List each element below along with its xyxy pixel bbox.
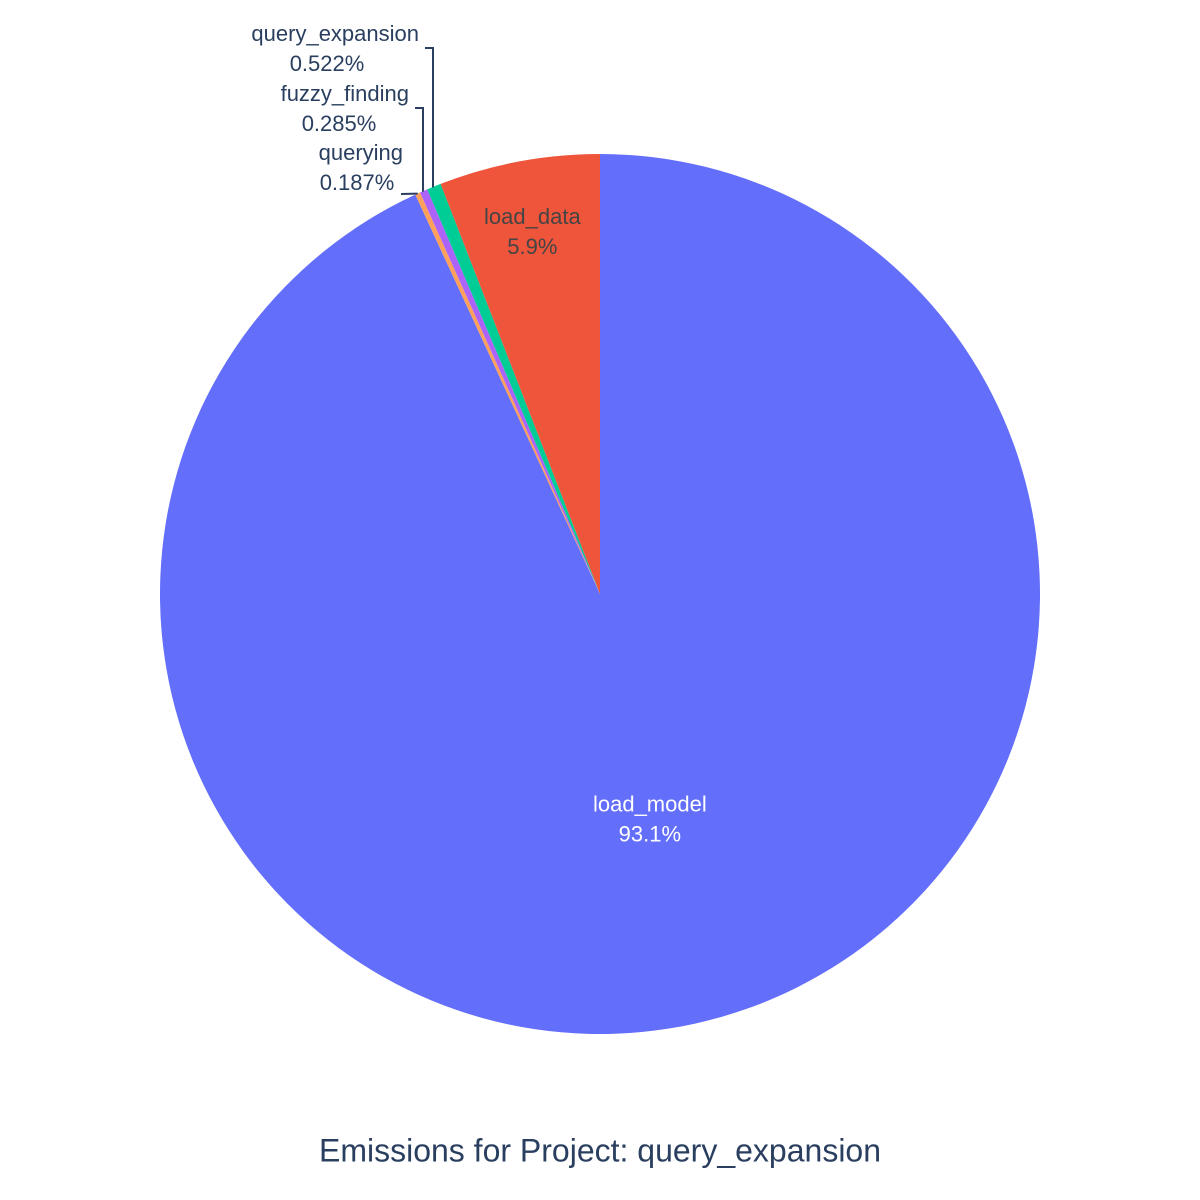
slice-label: query_expansion	[251, 21, 419, 46]
leader-line	[425, 47, 434, 188]
value-label: 93.1%	[619, 821, 681, 846]
slice-label: load_data	[484, 204, 581, 229]
slice-label: load_model	[593, 791, 707, 816]
value-label: 5.9%	[507, 234, 557, 259]
value-label: 0.187%	[320, 170, 395, 195]
pie-slice	[415, 192, 600, 594]
slice-label: querying	[319, 140, 403, 165]
pie-slice	[427, 183, 600, 594]
value-label: 0.522%	[290, 51, 365, 76]
leader-line	[415, 107, 424, 192]
pie-slice	[420, 189, 600, 595]
slice-label: fuzzy_finding	[281, 81, 409, 106]
value-label: 0.285%	[302, 111, 377, 136]
pie-slice	[440, 154, 600, 594]
chart-title: Emissions for Project: query_expansion	[319, 1132, 881, 1168]
